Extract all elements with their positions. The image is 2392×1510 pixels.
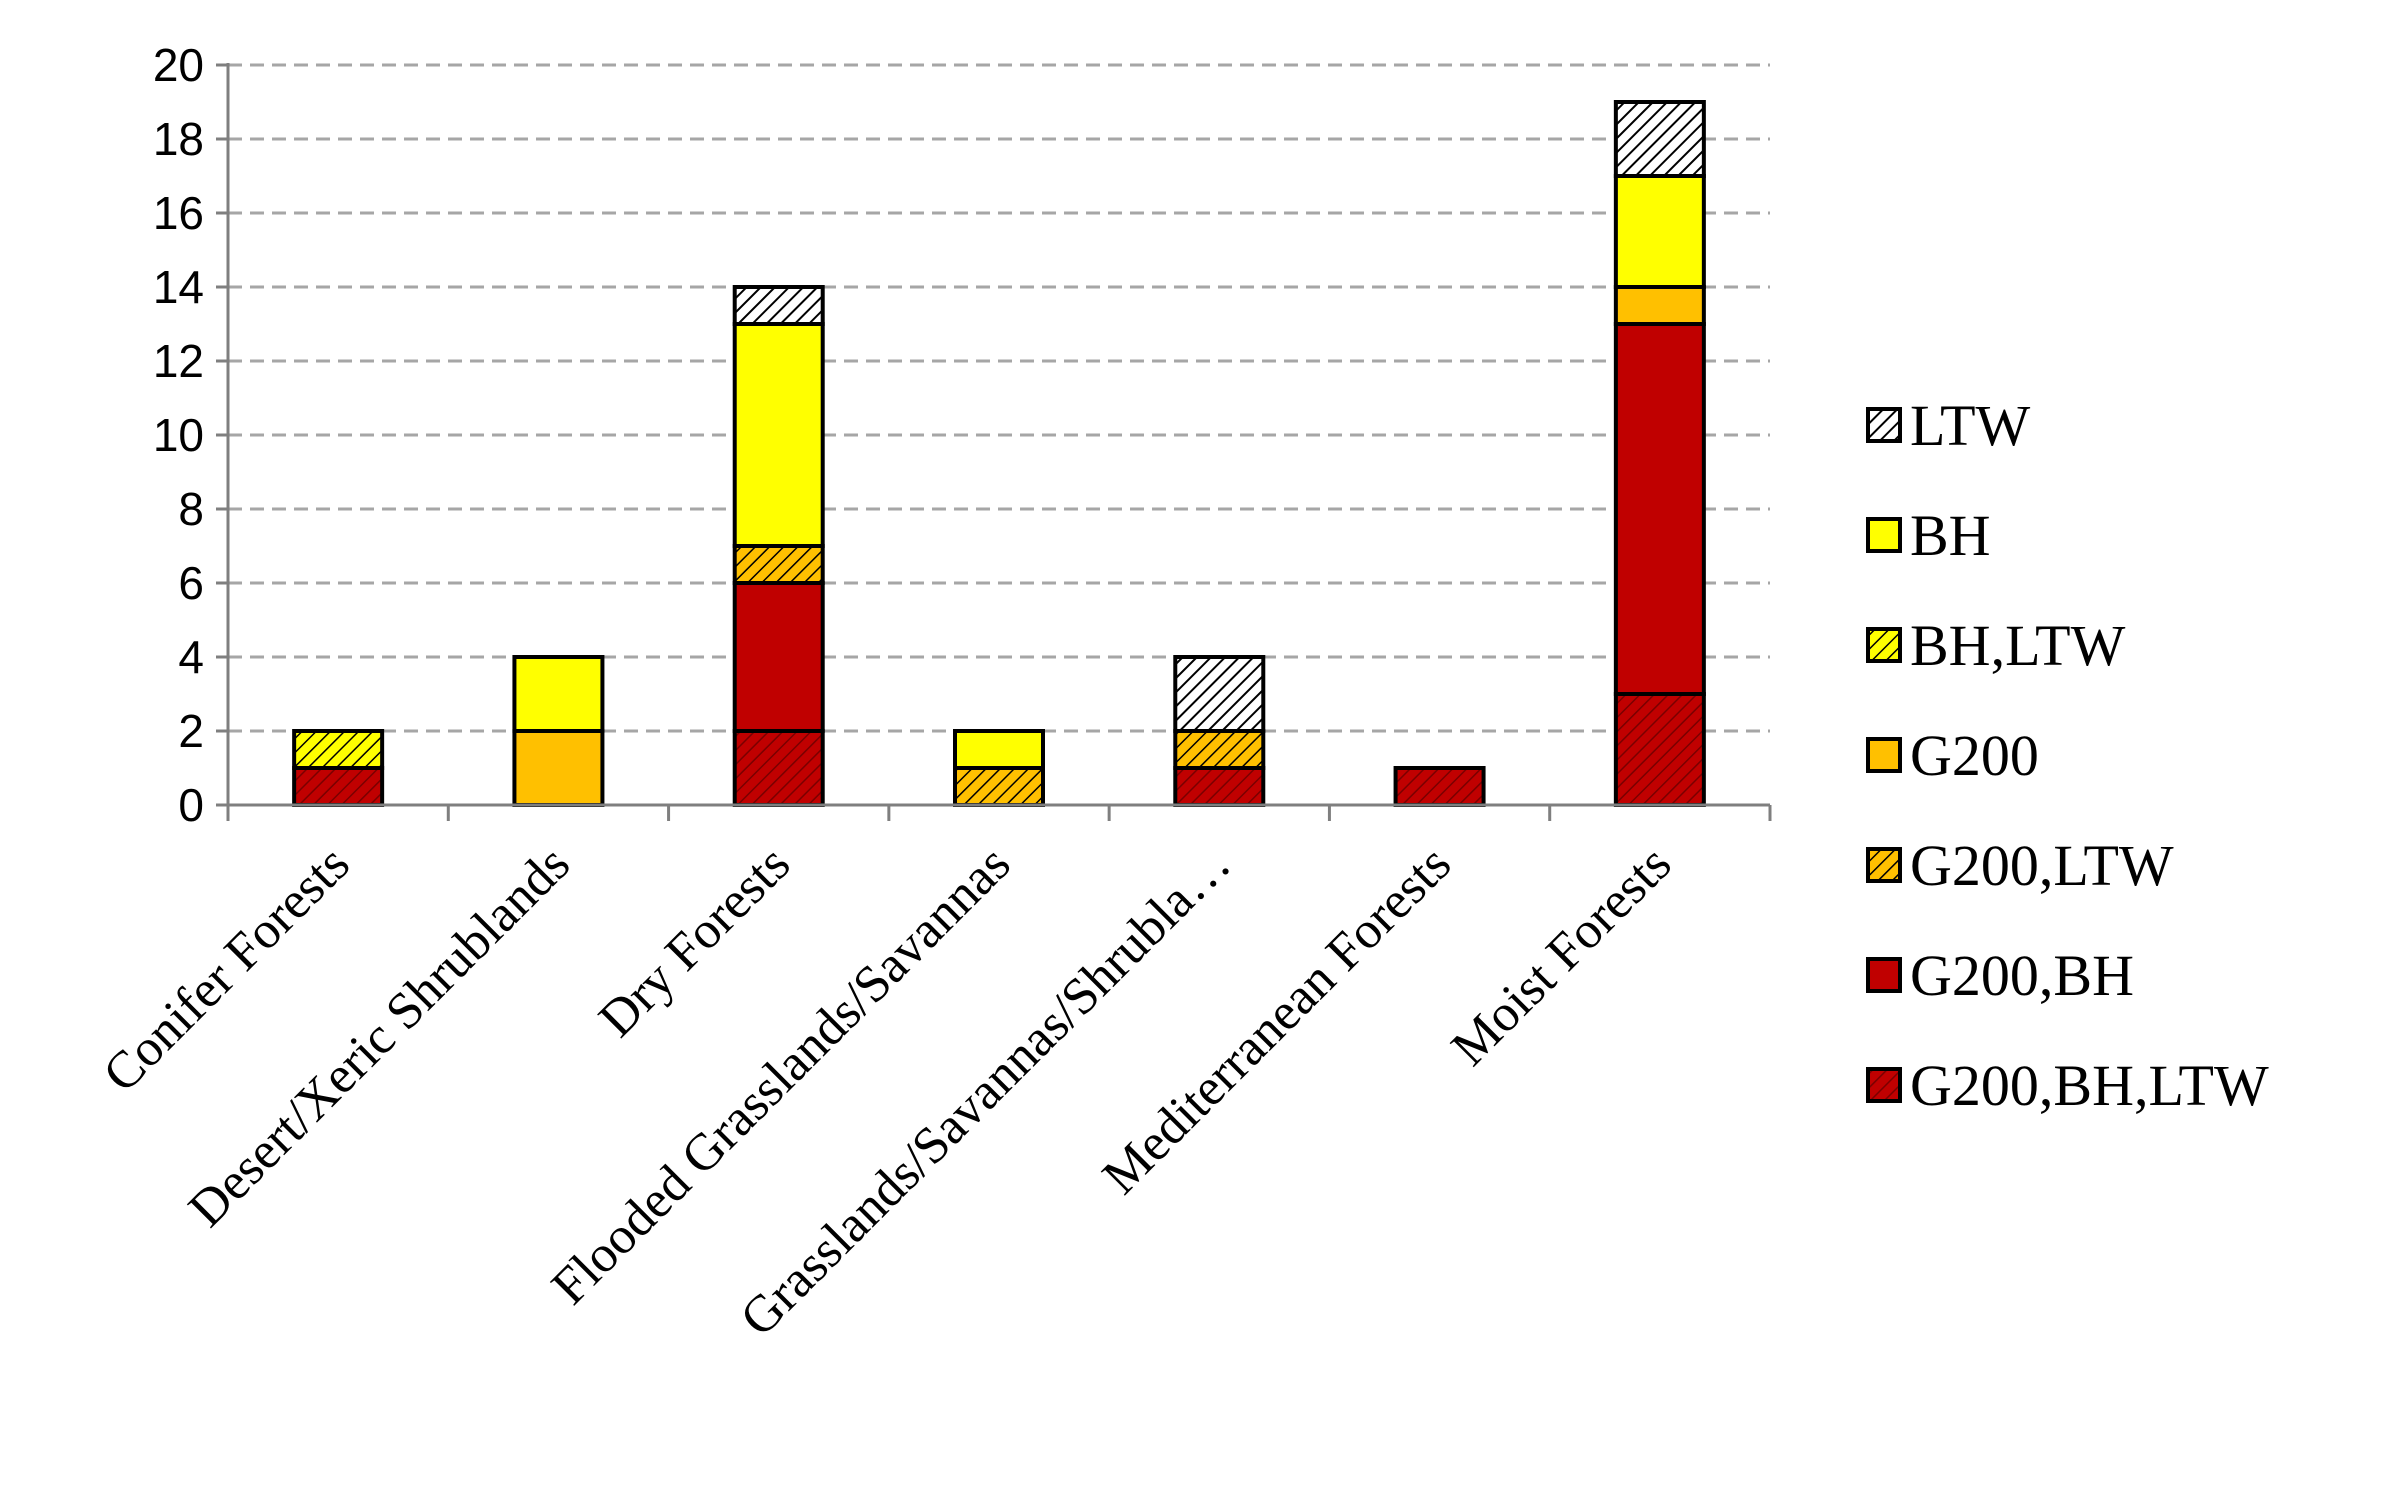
legend-item: BH,LTW — [1866, 613, 2126, 678]
bar-segment — [512, 655, 605, 733]
bar-segment — [732, 285, 825, 326]
bar-segment — [512, 729, 605, 807]
legend-swatch — [1866, 407, 1902, 443]
bar-segment — [292, 729, 385, 770]
gridlines — [228, 63, 1770, 733]
y-axis-tick-labels: 0 2 4 6 8 10 12 14 16 18 20 — [153, 39, 204, 831]
bar-segment — [1613, 174, 1706, 289]
x-tick-label: Desert/Xeric Shrublands — [178, 835, 581, 1238]
legend-swatch — [1866, 847, 1902, 883]
legend-swatch — [1866, 957, 1902, 993]
bars — [292, 100, 1706, 807]
legend-swatch — [1866, 1067, 1902, 1103]
legend-swatch — [1866, 627, 1902, 663]
y-tick-label: 8 — [178, 483, 204, 535]
bar-segment — [732, 544, 825, 585]
legend-item: LTW — [1866, 393, 2031, 458]
legend-label: G200,BH,LTW — [1910, 1053, 2269, 1118]
x-tick-label: Flooded Grasslands/Savannas — [541, 835, 1021, 1315]
legend-label: LTW — [1910, 393, 2031, 458]
y-tick-label: 20 — [153, 39, 204, 91]
legend-item: BH — [1866, 503, 1991, 568]
bar-segment — [1613, 692, 1706, 807]
bar-segment — [1173, 655, 1266, 733]
y-tick-label: 4 — [178, 631, 204, 683]
y-tick-label: 0 — [178, 779, 204, 831]
legend-label: BH,LTW — [1910, 613, 2126, 678]
legend-label: G200,LTW — [1910, 833, 2174, 898]
bar-segment — [1173, 729, 1266, 770]
axes — [216, 63, 1772, 821]
legend-label: G200 — [1910, 723, 2039, 788]
bar-segment — [732, 322, 825, 548]
legend-label: G200,BH — [1910, 943, 2134, 1008]
bar-segment — [732, 581, 825, 733]
legend-item: G200,BH — [1866, 943, 2134, 1008]
legend-item: G200,BH,LTW — [1866, 1053, 2269, 1118]
legend: LTW BH BH,LTW G200 G200,LTW G200,BH G200,BH,LT… — [1866, 393, 2269, 1118]
y-tick-label: 12 — [153, 335, 204, 387]
legend-label: BH — [1910, 503, 1991, 568]
bar-segment — [953, 729, 1045, 770]
legend-item: G200 — [1866, 723, 2039, 788]
y-tick-label: 2 — [178, 705, 204, 757]
y-tick-label: 18 — [153, 113, 204, 165]
y-tick-label: 14 — [153, 261, 204, 313]
bar-segment — [1393, 766, 1486, 807]
legend-item: G200,LTW — [1866, 833, 2174, 898]
legend-swatch — [1866, 737, 1902, 773]
y-tick-label: 10 — [153, 409, 204, 461]
bar-segment — [1613, 100, 1706, 178]
bar-segment — [953, 766, 1045, 807]
y-tick-label: 6 — [178, 557, 204, 609]
x-tick-label: Moist Forests — [1441, 835, 1683, 1077]
x-tick-label: Dry Forests — [588, 835, 801, 1048]
bar-segment — [732, 729, 825, 807]
bar-segment — [1613, 322, 1706, 696]
legend-swatch — [1866, 517, 1902, 553]
bar-segment — [292, 766, 385, 807]
y-tick-label: 16 — [153, 187, 204, 239]
bar-segment — [1613, 285, 1706, 326]
bar-segment — [1173, 766, 1266, 807]
